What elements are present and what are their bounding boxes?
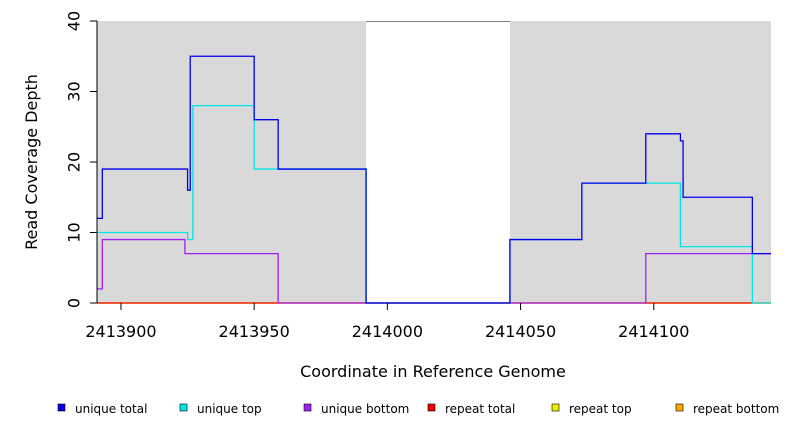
axes: 0 10 20 30 40 2413900 2413950 2414000 2414050 241… — [65, 11, 690, 341]
y-tick-label: 10 — [65, 222, 84, 242]
x-tick-label: 2414000 — [352, 322, 423, 341]
y-tick-label: 30 — [65, 81, 84, 101]
series-line-unique-bottom — [97, 238, 771, 304]
legend-swatch — [179, 403, 188, 412]
x-tick-label: 2413900 — [85, 322, 156, 341]
legend-swatch — [303, 403, 312, 412]
legend-label: unique bottom — [321, 402, 409, 416]
x-axis-title: Coordinate in Reference Genome — [300, 362, 566, 381]
legend-swatch — [57, 403, 66, 412]
x-tick-label: 2413950 — [219, 322, 290, 341]
legend: unique total unique top unique bottom repea… — [57, 402, 779, 416]
legend-label: repeat total — [445, 402, 515, 416]
y-axis-title: Read Coverage Depth — [22, 74, 41, 250]
coverage-region-band — [97, 21, 367, 303]
coverage-region-band — [509, 21, 771, 303]
series-layer — [97, 55, 771, 304]
legend-label: repeat bottom — [693, 402, 779, 416]
legend-label: unique top — [197, 402, 262, 416]
legend-swatch — [427, 403, 436, 412]
legend-swatch — [551, 403, 560, 412]
legend-label: repeat top — [569, 402, 632, 416]
y-tick-label: 0 — [65, 298, 84, 308]
x-tick-label: 2414100 — [618, 322, 689, 341]
x-tick-label: 2414050 — [485, 322, 556, 341]
series-line-unique-total — [97, 55, 771, 304]
legend-swatch — [675, 403, 684, 412]
y-tick-label: 20 — [65, 152, 84, 172]
y-tick-label: 40 — [65, 11, 84, 31]
plot-background — [97, 21, 771, 303]
legend-label: unique total — [75, 402, 147, 416]
